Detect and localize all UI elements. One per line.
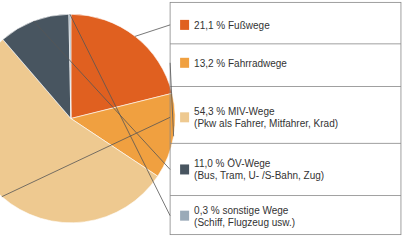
legend-swatch bbox=[180, 112, 189, 122]
legend-frame bbox=[170, 2, 401, 234]
legend-divider bbox=[170, 195, 401, 196]
legend-label-line: (Bus, Tram, U- /S-Bahn, Zug) bbox=[194, 170, 324, 181]
connector-line bbox=[135, 25, 170, 36]
legend-swatch bbox=[180, 58, 189, 68]
legend-label-line: (Pkw als Fahrer, Mitfahrer, Krad) bbox=[194, 118, 338, 129]
pie bbox=[0, 14, 175, 223]
legend-label-line: (Schiff, Flugzeug usw.) bbox=[194, 216, 295, 227]
legend-label: 13,2 % Fahrradwege bbox=[194, 57, 287, 68]
legend-label: 0,3 % sonstige Wege(Schiff, Flugzeug usw… bbox=[194, 204, 295, 227]
legend: 21,1 % Fußwege 13,2 % Fahrradwege 54,3 % M… bbox=[170, 2, 401, 234]
legend-label-line: 21,1 % Fußwege bbox=[194, 19, 270, 30]
legend-label-line: 0,3 % sonstige Wege bbox=[194, 204, 289, 215]
legend-label-line: 54,3 % MIV-Wege bbox=[194, 106, 275, 117]
pie-slice bbox=[3, 14, 71, 118]
pie-slice bbox=[0, 39, 158, 222]
legend-label: 11,0 % ÖV-Wege(Bus, Tram, U- /S-Bahn, Zu… bbox=[194, 158, 324, 181]
legend-label-line: 11,0 % ÖV-Wege bbox=[194, 158, 271, 169]
legend-divider bbox=[170, 86, 401, 87]
chart-container: 21,1 % Fußwege 13,2 % Fahrradwege 54,3 % M… bbox=[0, 0, 405, 237]
connector-line bbox=[34, 21, 170, 169]
legend-label: 54,3 % MIV-Wege(Pkw als Fahrer, Mitfahre… bbox=[194, 106, 338, 129]
legend-label-line: 13,2 % Fahrradwege bbox=[194, 57, 287, 68]
connector-line bbox=[70, 14, 170, 215]
legend-swatch bbox=[180, 211, 189, 221]
pie-slice bbox=[69, 14, 71, 118]
legend-divider bbox=[170, 143, 401, 144]
legend-divider bbox=[170, 43, 401, 44]
connector-line bbox=[170, 63, 174, 136]
connector-line bbox=[2, 117, 170, 196]
legend-swatch bbox=[180, 20, 189, 30]
legend-swatch bbox=[180, 164, 189, 174]
chart: 21,1 % Fußwege 13,2 % Fahrradwege 54,3 % M… bbox=[0, 0, 405, 237]
legend-label: 21,1 % Fußwege bbox=[194, 19, 270, 30]
